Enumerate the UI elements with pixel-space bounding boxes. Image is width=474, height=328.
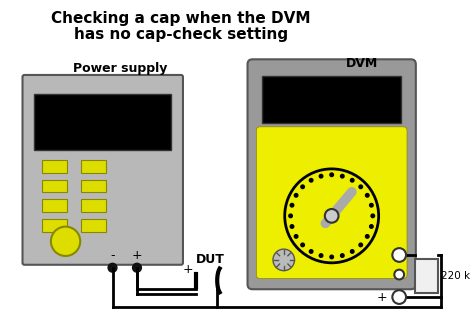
Bar <box>81 199 106 212</box>
Bar <box>42 199 66 212</box>
Text: has no cap-check setting: has no cap-check setting <box>74 27 288 42</box>
Circle shape <box>319 174 323 178</box>
Circle shape <box>310 250 313 253</box>
Circle shape <box>319 254 323 257</box>
Bar <box>42 160 66 173</box>
Circle shape <box>330 255 333 259</box>
Circle shape <box>133 263 141 272</box>
Circle shape <box>392 248 406 262</box>
Bar <box>42 180 66 193</box>
Text: -: - <box>110 250 115 262</box>
Bar <box>262 76 401 123</box>
Bar <box>34 93 171 150</box>
Bar <box>415 259 438 293</box>
Circle shape <box>365 194 369 197</box>
Circle shape <box>51 227 80 256</box>
Bar <box>81 180 106 193</box>
Circle shape <box>301 243 304 247</box>
Circle shape <box>330 173 333 176</box>
Circle shape <box>340 174 344 178</box>
Circle shape <box>301 185 304 189</box>
Circle shape <box>290 225 294 228</box>
Circle shape <box>285 169 379 263</box>
Circle shape <box>350 250 354 253</box>
Circle shape <box>294 194 298 197</box>
Circle shape <box>371 214 374 217</box>
Bar <box>42 219 66 232</box>
Circle shape <box>392 290 406 304</box>
Text: +: + <box>182 263 193 276</box>
Text: +: + <box>377 291 387 304</box>
FancyBboxPatch shape <box>247 59 416 289</box>
Circle shape <box>370 225 373 228</box>
Text: 220 k: 220 k <box>441 271 470 281</box>
Bar <box>81 219 106 232</box>
Circle shape <box>359 185 363 189</box>
Circle shape <box>394 270 404 279</box>
Circle shape <box>108 263 117 272</box>
Text: Power supply: Power supply <box>73 62 168 75</box>
Circle shape <box>359 243 363 247</box>
Circle shape <box>325 209 338 223</box>
Text: DUT: DUT <box>196 253 225 266</box>
Circle shape <box>340 254 344 257</box>
Circle shape <box>365 235 369 238</box>
Text: Checking a cap when the DVM: Checking a cap when the DVM <box>51 11 311 26</box>
Circle shape <box>310 178 313 182</box>
FancyBboxPatch shape <box>256 127 407 278</box>
Circle shape <box>350 178 354 182</box>
FancyBboxPatch shape <box>22 75 183 265</box>
Bar <box>81 160 106 173</box>
Circle shape <box>370 203 373 207</box>
Circle shape <box>290 203 294 207</box>
Text: +: + <box>132 250 142 262</box>
Text: DVM: DVM <box>346 57 378 70</box>
Circle shape <box>294 235 298 238</box>
Circle shape <box>289 214 292 217</box>
Circle shape <box>273 249 294 271</box>
